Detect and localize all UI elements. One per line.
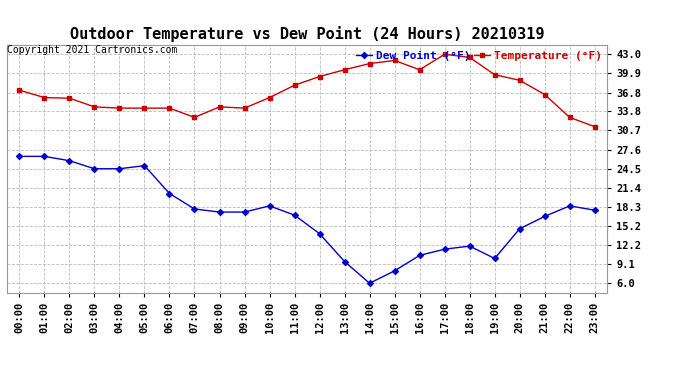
Legend: Dew Point (°F), Temperature (°F): Dew Point (°F), Temperature (°F)	[356, 51, 602, 61]
Title: Outdoor Temperature vs Dew Point (24 Hours) 20210319: Outdoor Temperature vs Dew Point (24 Hou…	[70, 27, 544, 42]
Text: Copyright 2021 Cartronics.com: Copyright 2021 Cartronics.com	[7, 45, 177, 55]
